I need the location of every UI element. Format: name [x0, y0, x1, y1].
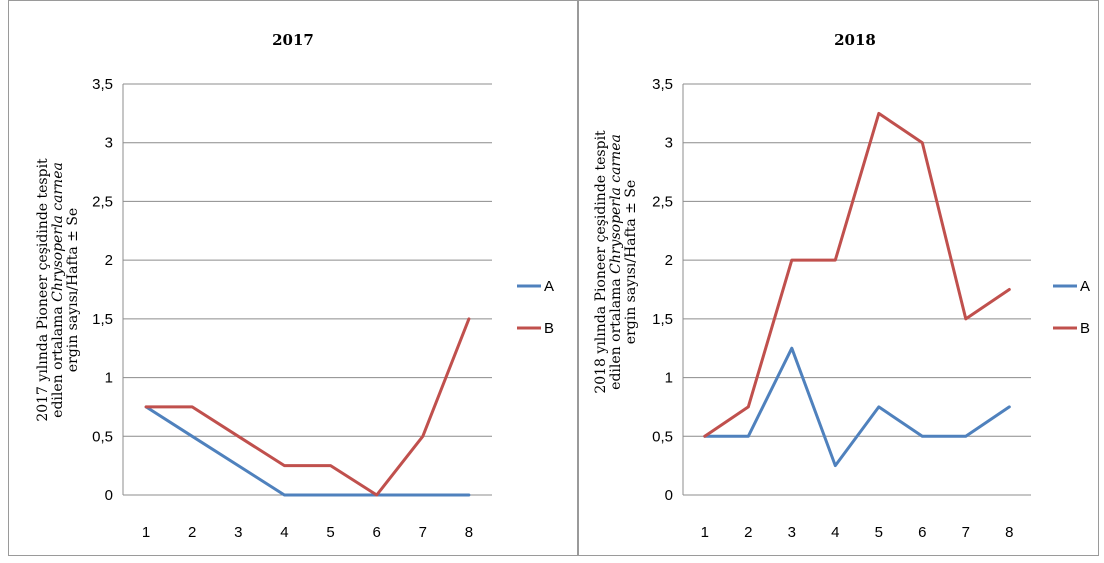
x-tick-label: 5 [326, 524, 334, 541]
y-axis-label-prefix: edilen ortalama [50, 302, 66, 418]
x-tick-label: 2 [744, 524, 752, 541]
x-tick-label: 1 [142, 524, 150, 541]
x-tick-label: 3 [234, 524, 242, 541]
legend-label-a: A [1080, 278, 1090, 295]
y-tick-label: 0 [665, 487, 673, 504]
chart-panel-2018: 2018 2018 yılında Pioneer çeşidinde tespi… [578, 0, 1099, 556]
y-tick-label: 0,5 [92, 428, 113, 445]
x-tick-label: 7 [419, 524, 427, 541]
x-tick-label: 6 [918, 524, 926, 541]
y-tick-label: 0,5 [652, 428, 673, 445]
y-axis-label-line-3: ergin sayısı/Hafta ± Se [65, 208, 81, 372]
y-tick-label: 3,5 [92, 76, 113, 93]
y-axis-label-species: Chrysoperla carnea [608, 134, 624, 274]
legend-label-a: A [544, 278, 554, 295]
y-tick-label: 1 [665, 370, 673, 387]
y-axis-label-line-3: ergin sayısı/Hafta ± Se [623, 180, 639, 344]
chart-title: 2018 [834, 31, 876, 49]
y-tick-label: 3 [665, 135, 673, 152]
y-axis-label-prefix: edilen ortalama [608, 274, 624, 390]
x-tick-label: 1 [701, 524, 709, 541]
series-line-a [144, 405, 471, 497]
y-tick-label: 3,5 [652, 76, 673, 93]
y-tick-label: 2 [665, 252, 673, 269]
y-tick-label: 1,5 [652, 311, 673, 328]
x-tick-label: 4 [831, 524, 839, 541]
y-axis-label: 2017 yılında Pioneer çeşidinde tespit edi… [35, 158, 81, 422]
y-axis-label-line-1: 2017 yılında Pioneer çeşidinde tespit [35, 158, 51, 422]
series-line-a [703, 346, 1011, 468]
y-tick-label: 2 [105, 252, 113, 269]
y-axis-label-line-1: 2018 yılında Pioneer çeşidinde tespit [593, 130, 609, 394]
series-line-b [703, 111, 1011, 438]
x-tick-label: 3 [788, 524, 796, 541]
x-tick-label: 5 [875, 524, 883, 541]
y-axis-label: 2018 yılında Pioneer çeşidinde tespit edi… [593, 130, 639, 394]
chart-title: 2017 [272, 31, 314, 49]
chart-panel-2017: 2017 2017 yılında Pioneer çeşidinde tespi… [8, 0, 578, 556]
legend-label-b: B [544, 320, 554, 337]
legend-label-b: B [1080, 320, 1090, 337]
x-tick-label: 8 [1005, 524, 1013, 541]
x-tick-label: 2 [188, 524, 196, 541]
x-tick-label: 4 [280, 524, 288, 541]
x-tick-label: 6 [373, 524, 381, 541]
y-axis-label-line-2: edilen ortalama Chrysoperla carnea [50, 162, 66, 418]
y-tick-label: 2,5 [652, 193, 673, 210]
y-tick-label: 0 [105, 487, 113, 504]
y-axis-label-line-2: edilen ortalama Chrysoperla carnea [608, 134, 624, 390]
x-tick-label: 8 [465, 524, 473, 541]
y-tick-label: 2,5 [92, 193, 113, 210]
y-tick-label: 1 [105, 370, 113, 387]
y-tick-label: 1,5 [92, 311, 113, 328]
series-line-b [144, 317, 471, 497]
x-tick-label: 7 [962, 524, 970, 541]
y-axis-label-species: Chrysoperla carnea [50, 162, 66, 302]
y-tick-label: 3 [105, 135, 113, 152]
